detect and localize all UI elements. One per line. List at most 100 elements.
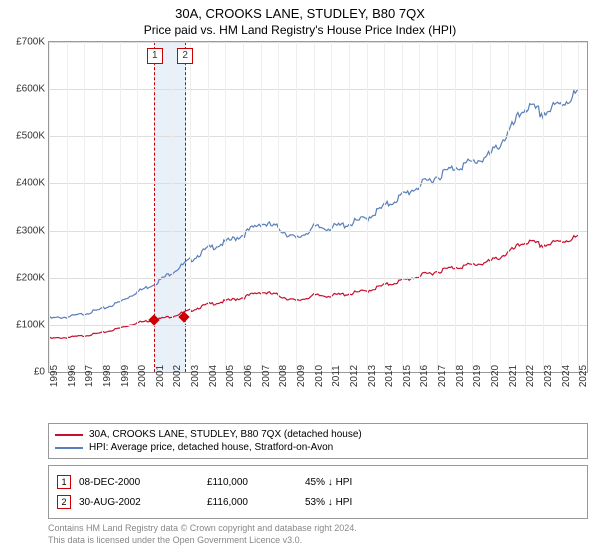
chart-subtitle: Price paid vs. HM Land Registry's House … [0,21,600,41]
gridline-vertical [137,42,138,372]
legend-swatch-hpi [55,447,83,449]
x-axis-label: 2007 [261,365,272,387]
x-axis-label: 2014 [384,365,395,387]
x-axis-label: 2015 [402,365,413,387]
legend-item-hpi: HPI: Average price, detached house, Stra… [55,441,581,454]
chart-container: 30A, CROOKS LANE, STUDLEY, B80 7QX Price… [0,0,600,560]
x-axis-label: 2004 [208,365,219,387]
x-axis-label: 1997 [84,365,95,387]
gridline-vertical [190,42,191,372]
gridline-horizontal [49,89,587,90]
y-axis-label: £500K [16,131,49,142]
transaction-price: £116,000 [207,497,297,508]
gridline-horizontal [49,42,587,43]
gridline-vertical [261,42,262,372]
transaction-marker-box: 1 [147,48,163,64]
gridline-horizontal [49,183,587,184]
x-axis-label: 2012 [349,365,360,387]
x-axis-label: 2025 [578,365,589,387]
gridline-horizontal [49,231,587,232]
x-axis-label: 2008 [278,365,289,387]
y-axis-label: £0 [34,367,49,378]
x-axis-label: 2024 [561,365,572,387]
gridline-vertical [508,42,509,372]
transaction-marker-icon: 1 [57,475,71,489]
gridline-vertical [525,42,526,372]
transactions-table: 1 08-DEC-2000 £110,000 45% ↓ HPI 2 30-AU… [48,465,588,519]
gridline-horizontal [49,136,587,137]
legend-label-hpi: HPI: Average price, detached house, Stra… [89,442,333,453]
x-axis-label: 1995 [49,365,60,387]
transaction-marker-icon: 2 [57,495,71,509]
transaction-pct: 45% ↓ HPI [305,477,425,488]
gridline-vertical [455,42,456,372]
gridline-vertical [120,42,121,372]
gridline-vertical [543,42,544,372]
x-axis-label: 2011 [331,365,342,387]
gridline-vertical [419,42,420,372]
footer-attribution: Contains HM Land Registry data © Crown c… [48,523,588,546]
x-axis-label: 2016 [419,365,430,387]
gridline-vertical [67,42,68,372]
x-axis-label: 2002 [172,365,183,387]
transaction-date: 08-DEC-2000 [79,477,199,488]
x-axis-label: 2005 [225,365,236,387]
footer-line: Contains HM Land Registry data © Crown c… [48,523,588,535]
x-axis-label: 2013 [367,365,378,387]
x-axis-label: 2003 [190,365,201,387]
gridline-vertical [49,42,50,372]
gridline-horizontal [49,278,587,279]
legend-label-property: 30A, CROOKS LANE, STUDLEY, B80 7QX (deta… [89,429,362,440]
x-axis-label: 1996 [67,365,78,387]
x-axis-label: 2018 [455,365,466,387]
transaction-pct: 53% ↓ HPI [305,497,425,508]
y-axis-label: £100K [16,319,49,330]
x-axis-label: 2009 [296,365,307,387]
gridline-vertical [278,42,279,372]
x-axis-label: 2017 [437,365,448,387]
x-axis-label: 2006 [243,365,254,387]
transaction-price: £110,000 [207,477,297,488]
gridline-vertical [402,42,403,372]
plot-area: £0£100K£200K£300K£400K£500K£600K£700K199… [48,41,588,373]
x-axis-label: 2023 [543,365,554,387]
gridline-vertical [296,42,297,372]
x-axis-label: 2022 [525,365,536,387]
transaction-marker-box: 2 [177,48,193,64]
x-axis-label: 2021 [508,365,519,387]
gridline-vertical [225,42,226,372]
gridline-horizontal [49,325,587,326]
transaction-date: 30-AUG-2002 [79,497,199,508]
y-axis-label: £300K [16,225,49,236]
gridline-vertical [208,42,209,372]
gridline-vertical [349,42,350,372]
x-axis-label: 2010 [314,365,325,387]
line-series-layer [49,42,587,372]
gridline-vertical [331,42,332,372]
gridline-vertical [384,42,385,372]
gridline-vertical [367,42,368,372]
x-axis-label: 2000 [137,365,148,387]
x-axis-label: 1998 [102,365,113,387]
x-axis-label: 1999 [120,365,131,387]
gridline-vertical [437,42,438,372]
gridline-vertical [243,42,244,372]
y-axis-label: £400K [16,178,49,189]
gridline-vertical [84,42,85,372]
x-axis-label: 2020 [490,365,501,387]
y-axis-label: £200K [16,272,49,283]
gridline-vertical [102,42,103,372]
y-axis-label: £700K [16,37,49,48]
gridline-vertical [561,42,562,372]
gridline-vertical [578,42,579,372]
gridline-vertical [172,42,173,372]
footer-line: This data is licensed under the Open Gov… [48,535,588,547]
gridline-vertical [472,42,473,372]
legend-item-property: 30A, CROOKS LANE, STUDLEY, B80 7QX (deta… [55,428,581,441]
gridline-vertical [314,42,315,372]
chart-title: 30A, CROOKS LANE, STUDLEY, B80 7QX [0,0,600,21]
transaction-row: 1 08-DEC-2000 £110,000 45% ↓ HPI [57,472,579,492]
y-axis-label: £600K [16,84,49,95]
x-axis-label: 2001 [155,365,166,387]
transaction-row: 2 30-AUG-2002 £116,000 53% ↓ HPI [57,492,579,512]
